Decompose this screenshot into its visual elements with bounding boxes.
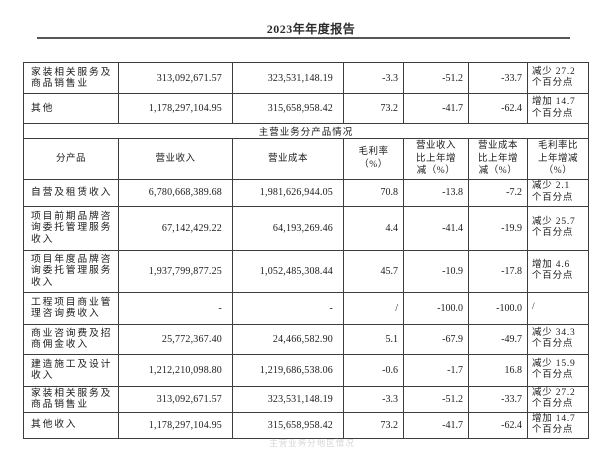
cell-cost-change: -17.8 <box>468 249 528 293</box>
cell-revenue-change: -41.7 <box>403 411 469 439</box>
cell-cost: 323,531,148.19 <box>232 385 344 413</box>
cell-product: 商业咨询费及招 商佣金收入 <box>23 323 119 355</box>
section-title-row: 主营业务分产品情况 <box>22 123 590 139</box>
cell-cost-change: 16.8 <box>468 353 528 387</box>
cell-cost-change: -49.7 <box>468 323 528 355</box>
cell-cost-change: -7.2 <box>468 178 528 207</box>
header-margin: 毛利率 （%） <box>343 138 404 180</box>
cell-revenue-change: -13.8 <box>403 178 469 207</box>
cell-cost-change: -62.4 <box>468 411 528 439</box>
cell-cost: 315,658,958.42 <box>232 93 344 124</box>
cell-margin: 5.1 <box>343 323 404 355</box>
header-cost: 营业成本 <box>232 138 344 180</box>
cell-product: 其他 <box>23 93 119 124</box>
cell-revenue: 1,178,297,104.95 <box>118 411 233 439</box>
table-row: 其他收入 1,178,297,104.95 315,658,958.42 73.… <box>23 411 590 439</box>
table-row: 建造施工及设计 收入 1,212,210,098.80 1,219,686,53… <box>23 353 590 387</box>
cell-margin-change: 减少 27.2 个百分点 <box>527 62 589 94</box>
cell-cost: 64,193,269.46 <box>232 205 344 251</box>
cell-margin: -3.3 <box>343 385 404 413</box>
table-row: 家装相关服务及 商品销售业 313,092,671.57 323,531,148… <box>23 385 590 413</box>
cell-revenue-change: -41.4 <box>403 205 469 251</box>
cell-revenue-change: -51.2 <box>403 62 469 94</box>
cell-margin-change: 减少 25.7 个百分点 <box>526 205 590 251</box>
table-row: 家装相关服务及 商品销售业 313,092,671.57 323,531,148… <box>23 62 589 94</box>
cell-margin: / <box>343 291 404 325</box>
cell-margin-change: 减少 34.3 个百分点 <box>526 323 590 355</box>
cell-cost: 24,466,582.90 <box>232 323 344 355</box>
header-product: 分产品 <box>23 138 119 180</box>
cell-cost: 323,531,148.19 <box>232 62 344 94</box>
page-title: 2023年年度报告 <box>266 22 356 36</box>
cell-revenue-change: -10.9 <box>403 249 469 293</box>
cell-margin-change: 增加 14.7 个百分点 <box>526 411 590 439</box>
cell-cost-change: -19.9 <box>468 205 528 251</box>
table-row: 项目年度品牌咨 询委托管理服务 收入 1,937,799,877.25 1,05… <box>23 249 590 293</box>
cell-margin: 73.2 <box>343 411 404 439</box>
next-section-ghost-text: 主营业务分地区情况 <box>269 438 355 448</box>
cell-product: 工程项目商业管 理咨询费收入 <box>23 291 119 325</box>
cell-revenue: 1,212,210,098.80 <box>118 353 233 387</box>
cell-revenue: - <box>118 291 233 325</box>
header-cost-change: 营业成本 比上年增 减（%） <box>468 138 528 180</box>
table-header-row: 分产品 营业收入 营业成本 毛利率 （%） 营业收入 比上年增 减（%） 营业成… <box>23 138 590 180</box>
table-row: 其他 1,178,297,104.95 315,658,958.42 73.2 … <box>23 93 589 124</box>
cell-revenue-change: -100.0 <box>403 291 469 325</box>
table-row: 自营及租赁收入 6,780,668,389.68 1,981,626,944.0… <box>23 178 590 207</box>
cell-revenue-change: -41.7 <box>403 93 469 124</box>
cell-margin: 73.2 <box>343 93 404 124</box>
cell-margin-change: 减少 2.1 个百分点 <box>526 178 590 207</box>
cell-cost-change: -100.0 <box>468 291 528 325</box>
cell-revenue: 6,780,668,389.68 <box>118 178 233 207</box>
header-revenue: 营业收入 <box>118 138 233 180</box>
product-table: 主营业务分产品情况 分产品 营业收入 营业成本 毛利率 （%） 营业收入 比上年… <box>22 123 590 439</box>
cell-product: 自营及租赁收入 <box>23 178 119 207</box>
section-title: 主营业务分产品情况 <box>22 123 590 139</box>
cell-cost: 1,219,686,538.06 <box>232 353 344 387</box>
cell-revenue-change: -1.7 <box>403 353 469 387</box>
cell-revenue-change: -51.2 <box>403 385 469 413</box>
table-row: 项目前期品牌咨 询委托管理服务 收入 67,142,429.22 64,193,… <box>23 205 590 251</box>
cell-cost-change: -62.4 <box>468 93 528 124</box>
header-rule <box>37 37 570 39</box>
cell-cost: - <box>232 291 344 325</box>
cell-product: 项目前期品牌咨 询委托管理服务 收入 <box>23 205 119 251</box>
cell-margin: -0.6 <box>343 353 404 387</box>
cell-cost: 1,981,626,944.05 <box>232 178 344 207</box>
cell-margin-change: 增加 4.6 个百分点 <box>526 249 590 293</box>
cell-margin-change: / <box>526 291 590 325</box>
cell-margin: 45.7 <box>343 249 404 293</box>
cell-product: 其他收入 <box>23 411 119 439</box>
cell-product: 家装相关服务及 商品销售业 <box>23 385 119 413</box>
header-margin-change: 毛利率比 上年增减 （%） <box>526 138 590 180</box>
cell-margin: 70.8 <box>343 178 404 207</box>
cell-revenue: 67,142,429.22 <box>118 205 233 251</box>
cell-revenue: 25,772,367.40 <box>118 323 233 355</box>
cell-revenue: 313,092,671.57 <box>118 385 233 413</box>
header-revenue-change: 营业收入 比上年增 减（%） <box>403 138 469 180</box>
cell-product: 建造施工及设计 收入 <box>23 353 119 387</box>
cell-margin: 4.4 <box>343 205 404 251</box>
cell-product: 项目年度品牌咨 询委托管理服务 收入 <box>23 249 119 293</box>
continuation-table: 家装相关服务及 商品销售业 313,092,671.57 323,531,148… <box>23 62 589 124</box>
cell-revenue: 1,937,799,877.25 <box>118 249 233 293</box>
table-row: 商业咨询费及招 商佣金收入 25,772,367.40 24,466,582.9… <box>23 323 590 355</box>
table-row: 工程项目商业管 理咨询费收入 - - / -100.0 -100.0 / <box>23 291 590 325</box>
cell-revenue: 313,092,671.57 <box>118 62 233 94</box>
cell-cost: 1,052,485,308.44 <box>232 249 344 293</box>
cell-revenue: 1,178,297,104.95 <box>118 93 233 124</box>
cell-margin: -3.3 <box>343 62 404 94</box>
cell-cost: 315,658,958.42 <box>232 411 344 439</box>
cell-margin-change: 减少 27.2 个百分点 <box>526 385 590 413</box>
cell-cost-change: -33.7 <box>468 62 528 94</box>
cell-margin-change: 减少 15.9 个百分点 <box>526 353 590 387</box>
cell-cost-change: -33.7 <box>468 385 528 413</box>
cell-product: 家装相关服务及 商品销售业 <box>23 62 119 94</box>
cell-revenue-change: -67.9 <box>403 323 469 355</box>
cell-margin-change: 增加 14.7 个百分点 <box>527 93 589 124</box>
